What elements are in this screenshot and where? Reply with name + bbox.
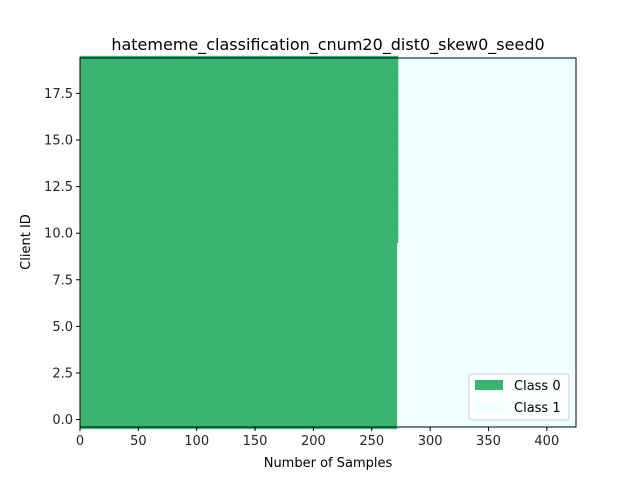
x-tick-label: 250 xyxy=(359,434,384,449)
bar-client-13-class-0 xyxy=(79,167,399,187)
bar-client-6-class-0 xyxy=(79,298,398,318)
bar-client-12-class-0 xyxy=(79,186,399,206)
y-tick-label: 0.0 xyxy=(52,413,73,428)
x-tick-label: 50 xyxy=(130,434,147,449)
bar-client-3-class-1 xyxy=(397,354,577,374)
bar-client-5-class-0 xyxy=(79,316,398,336)
bar-client-8-class-0 xyxy=(79,260,398,281)
x-tick-label: 300 xyxy=(418,434,443,449)
legend-label-class-0: Class 0 xyxy=(514,379,561,394)
x-tick-label: 400 xyxy=(534,434,559,449)
bar-client-13-class-1 xyxy=(398,167,577,187)
chart-title: hatememe_classification_cnum20_dist0_ske… xyxy=(111,35,544,55)
x-axis-label: Number of Samples xyxy=(264,456,393,471)
y-tick-label: 10.0 xyxy=(44,227,73,242)
bars-group xyxy=(79,55,577,430)
bar-client-6-class-1 xyxy=(397,298,577,318)
plot-frame xyxy=(79,57,577,428)
x-tick-label: 350 xyxy=(476,434,501,449)
bar-client-5-class-1 xyxy=(397,316,577,336)
bar-client-14-class-1 xyxy=(398,149,577,169)
bar-client-11-class-1 xyxy=(398,204,577,225)
x-tick-label: 200 xyxy=(301,434,326,449)
y-tick-label: 15.0 xyxy=(44,134,73,149)
bar-client-9-class-0 xyxy=(79,242,398,262)
y-tick-label: 12.5 xyxy=(44,180,73,195)
bar-client-0-class-0 xyxy=(79,409,398,430)
bar-client-2-class-0 xyxy=(79,372,398,392)
bar-client-11-class-0 xyxy=(79,204,399,225)
y-tick-label: 5.0 xyxy=(52,320,73,335)
bar-client-3-class-0 xyxy=(79,354,398,374)
bar-client-10-class-1 xyxy=(398,223,577,243)
x-tick-label: 0 xyxy=(76,434,84,449)
legend-swatch-class-1 xyxy=(475,402,503,412)
bar-client-18-class-1 xyxy=(398,74,577,94)
bar-client-19-class-0 xyxy=(79,55,399,76)
bar-client-1-class-0 xyxy=(79,391,398,411)
bar-client-8-class-1 xyxy=(397,260,577,281)
bar-client-14-class-0 xyxy=(79,149,399,169)
bar-client-19-class-1 xyxy=(398,55,577,76)
bar-client-4-class-1 xyxy=(397,335,577,355)
bar-client-16-class-1 xyxy=(398,111,577,131)
bar-client-10-class-0 xyxy=(79,223,399,243)
legend-label-class-1: Class 1 xyxy=(514,401,561,416)
y-tick-label: 17.5 xyxy=(44,87,73,102)
bar-client-7-class-0 xyxy=(79,279,398,299)
y-tick-label: 7.5 xyxy=(52,273,73,288)
bar-client-4-class-0 xyxy=(79,335,398,355)
legend: Class 0 Class 1 xyxy=(468,373,570,421)
bar-client-15-class-1 xyxy=(398,130,577,150)
bar-client-7-class-1 xyxy=(397,279,577,299)
bar-client-18-class-0 xyxy=(79,74,399,94)
bar-client-9-class-1 xyxy=(397,242,577,262)
bar-client-17-class-0 xyxy=(79,93,399,113)
legend-swatch-class-0 xyxy=(475,380,503,390)
x-tick-label: 150 xyxy=(243,434,268,449)
x-axis: 0 50 100 150 200 250 300 350 400 xyxy=(76,427,559,449)
y-axis: 0.0 2.5 5.0 7.5 10.0 12.5 15.0 17.5 xyxy=(44,87,80,428)
bar-client-16-class-0 xyxy=(79,111,399,131)
x-tick-label: 100 xyxy=(184,434,209,449)
y-tick-label: 2.5 xyxy=(52,366,73,381)
bar-client-12-class-1 xyxy=(398,186,577,206)
bar-client-15-class-0 xyxy=(79,130,399,150)
y-axis-label: Client ID xyxy=(19,214,34,270)
bar-client-17-class-1 xyxy=(398,93,577,113)
